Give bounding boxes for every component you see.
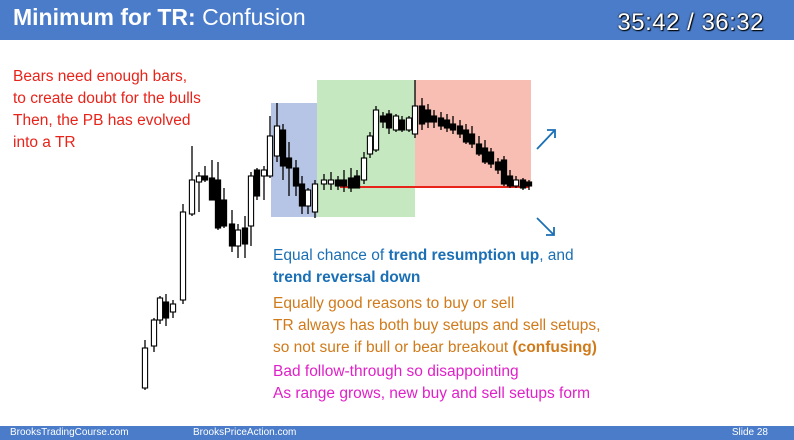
slide-number: Slide 28: [731, 427, 768, 438]
bull-candle: [179, 211, 187, 301]
bull-candle: [247, 175, 255, 227]
bear-candle: [353, 175, 361, 189]
arrow-down-right-icon: [536, 217, 555, 236]
bear-candle: [525, 181, 533, 187]
bear-candle: [385, 113, 393, 129]
candlesticks: [141, 80, 533, 390]
footer-link-course[interactable]: BrooksTradingCourse.com: [10, 427, 129, 438]
bear-candle: [398, 119, 406, 131]
bull-candle: [304, 189, 312, 207]
bull-candle: [150, 319, 158, 347]
bears-note: Bears need enough bars, to create doubt …: [13, 66, 201, 154]
bear-candle: [298, 183, 306, 207]
note-line: Bears need enough bars,: [13, 68, 188, 85]
note-line: Then, the PB has evolved: [13, 112, 191, 129]
bear-candle: [201, 175, 209, 181]
bear-candle: [424, 109, 432, 123]
bear-candle: [437, 117, 445, 127]
bear-candle: [418, 105, 426, 125]
bear-candle: [279, 129, 287, 167]
note-line: Equally good reasons to buy or sell: [273, 295, 515, 312]
bear-candle: [494, 161, 502, 171]
bear-candle: [334, 179, 342, 187]
bull-candle: [156, 297, 164, 321]
bull-candle: [366, 135, 374, 155]
bull-candle: [234, 229, 242, 247]
bull-candle: [195, 175, 203, 183]
followthrough-note: Bad follow-through so disappointing As r…: [273, 361, 590, 405]
bear-candle: [347, 177, 355, 189]
bull-candle: [327, 179, 335, 185]
note-text: so not sure if bull or bear breakout: [273, 339, 513, 356]
bull-candle: [512, 179, 520, 187]
bear-zone: [415, 80, 531, 186]
bear-candle: [468, 133, 476, 145]
note-line: into a TR: [13, 134, 76, 151]
note-bold: trend reversal down: [273, 269, 421, 286]
note-line: As range grows, new buy and sell setups …: [273, 385, 591, 402]
bear-candle: [456, 125, 464, 135]
note-line: Bad follow-through so disappointing: [273, 363, 519, 380]
header-bar: Minimum for TR: Confusion 35:42 / 36:32: [0, 0, 794, 40]
bull-candle: [320, 179, 328, 185]
bull-candle: [266, 135, 274, 177]
bear-candle: [443, 119, 451, 129]
bear-candle: [462, 129, 470, 143]
bear-candle: [500, 159, 508, 185]
probability-note: Equal chance of trend resumption up, and…: [273, 245, 574, 289]
bear-candle: [292, 167, 300, 187]
bull-candle: [273, 125, 281, 157]
bear-candle: [475, 143, 483, 155]
bear-candle: [253, 169, 261, 197]
note-line: TR always has both buy setups and sell s…: [273, 317, 601, 334]
note-bold: trend resumption up: [388, 247, 540, 264]
bull-candle: [311, 183, 319, 213]
footer-link-priceaction[interactable]: BrooksPriceAction.com: [193, 427, 297, 438]
bull-candle: [360, 157, 368, 181]
bear-candle: [506, 175, 514, 187]
bear-candle: [214, 179, 222, 229]
note-text: Equal chance of: [273, 247, 389, 264]
bear-candle: [228, 223, 236, 247]
bull-candle: [372, 109, 380, 151]
reasons-note: Equally good reasons to buy or sell TR a…: [273, 293, 600, 359]
bear-candle: [285, 157, 293, 169]
bull-candle: [188, 179, 196, 215]
bull-candle: [411, 105, 419, 135]
bear-candle: [208, 177, 216, 201]
bear-candle: [340, 179, 348, 187]
title-bold: Minimum for TR:: [13, 4, 196, 30]
footer-bar: BrooksTradingCourse.com BrooksPriceActio…: [0, 426, 794, 440]
bull-candle: [260, 169, 268, 177]
bear-candle: [487, 151, 495, 165]
bear-candle: [481, 147, 489, 163]
bear-candle: [220, 199, 228, 227]
bull-candle: [141, 347, 149, 389]
note-bold: (confusing): [512, 339, 597, 356]
note-text: , and: [539, 247, 574, 264]
bear-candle: [519, 179, 527, 189]
bull-zone: [317, 80, 415, 217]
bull-candle: [405, 117, 413, 131]
arrow-up-right-icon: [536, 129, 556, 150]
bear-candle: [449, 123, 457, 131]
bear-candle: [162, 301, 170, 319]
bear-candle: [430, 115, 438, 123]
title-rest: Confusion: [202, 4, 306, 30]
bear-candle: [241, 227, 249, 245]
bull-candle: [392, 115, 400, 131]
playback-timer: 35:42 / 36:32: [617, 9, 764, 36]
bear-candle: [379, 115, 387, 123]
note-line: to create doubt for the bulls: [13, 90, 201, 107]
slide-title: Minimum for TR: Confusion: [13, 4, 306, 31]
bull-candle: [169, 303, 177, 313]
